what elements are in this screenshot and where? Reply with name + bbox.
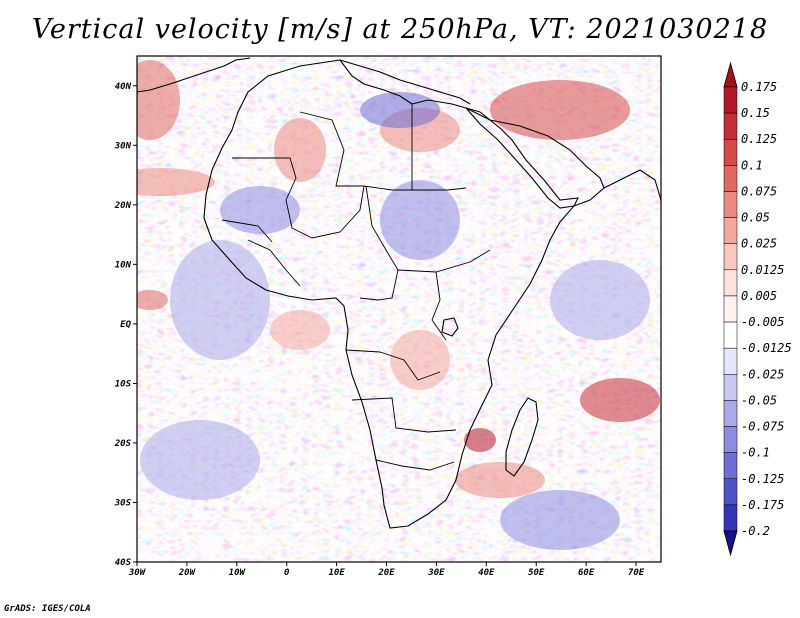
colorbar-swatch [723,86,738,114]
plot-frame [136,55,662,563]
colorbar-swatch [723,504,738,532]
colorbar-swatch [723,112,738,140]
velocity-patch [380,180,460,260]
lon-tick-label: 10E [328,568,345,578]
colorbar-swatch [723,347,738,375]
colorbar-level-label: 0.025 [741,237,777,251]
colorbar-level-label: 0.125 [741,132,777,146]
velocity-patch [274,118,326,182]
lon-tick-label: 40E [478,568,495,578]
colorbar-swatch [723,191,738,218]
velocity-patch [500,490,620,550]
colorbar-level-label: 0.05 [741,211,770,225]
lake-victoria [441,317,459,337]
colorbar-swatch [723,321,738,349]
lon-tick-label: 30W [128,568,147,578]
colorbar: 0.175 0.15 0.125 0.1 0.075 0.05 0.025 0.0125 0.0… [723,61,792,557]
velocity-patch [140,420,260,500]
lon-tick-label: 50E [528,568,545,578]
colorbar-level-label: 0.1 [741,158,763,172]
velocity-patch [360,92,440,128]
colorbar-level-label: -0.0125 [741,341,792,355]
colorbar-swatch [723,165,738,192]
lat-tick-label: 20S [114,439,132,449]
velocity-patch [137,168,215,196]
velocity-patch [220,186,300,234]
africa-coastline [203,59,579,529]
lat-tick-label: 30S [114,498,132,508]
lon-tick-label: 20W [178,568,197,578]
lon-tick-label: 30E [427,568,445,578]
lat-tick-label: EQ [120,320,131,330]
grads-credit: GrADS: IGES/COLA [4,604,91,614]
arabian-peninsula-coastline [465,107,605,209]
colorbar-swatch [723,400,738,427]
colorbar-swatch [723,478,738,506]
chart-title: Vertical velocity [m/s] at 250hPa, VT: 2… [31,14,769,45]
colorbar-level-label: -0.175 [741,498,784,512]
colorbar-swatch [723,138,738,166]
lon-tick-label: 60E [578,568,595,578]
mediterranean-north-coast [339,59,471,105]
velocity-patch [270,310,330,350]
lat-tick-label: 40N [115,82,132,92]
madagascar-coastline [505,397,539,477]
colorbar-level-label: -0.2 [741,524,770,538]
colorbar-over-triangle [723,61,738,88]
lat-tick-label: 20N [114,201,132,211]
country-borders [221,104,491,471]
asia-coastline [603,169,661,201]
lon-tick-label: 10W [229,568,247,578]
lat-tick-label: 10N [115,260,132,270]
lon-tick-label: 20E [377,568,395,578]
colorbar-swatch [723,374,738,401]
velocity-patch [455,462,545,498]
colorbar-level-label: -0.075 [741,420,784,434]
colorbar-level-label: -0.125 [741,472,784,486]
colorbar-level-label: 0.075 [741,184,777,198]
colorbar-level-label: -0.025 [741,367,784,381]
plot-area [137,56,661,562]
colorbar-level-label: -0.1 [741,446,770,460]
europe-coastline [137,57,251,93]
lon-tick-label: 0 [284,568,290,578]
lat-tick-label: 30N [114,141,132,151]
lon-tick-label: 70E [628,568,645,578]
colorbar-swatch [723,452,738,480]
colorbar-swatch [723,217,738,244]
colorbar-level-label: -0.05 [741,393,777,407]
colorbar-level-label: 0.15 [741,106,770,120]
lon-axis: 30W 20W 10W 0 10E 20E 30E 40E 50E 60E 70E [128,562,645,578]
colorbar-level-label: 0.0125 [741,263,784,277]
colorbar-level-label: -0.005 [741,315,784,329]
velocity-patch [550,260,650,340]
velocity-patch [490,80,630,140]
colorbar-under-triangle [723,530,738,557]
lat-tick-label: 40S [115,558,132,568]
colorbar-swatch [723,426,738,453]
velocity-patch [390,330,450,390]
colorbar-swatch [723,243,738,271]
velocity-patch [137,290,168,310]
velocity-patch [170,240,270,360]
colorbar-swatch [723,295,738,323]
colorbar-level-label: 0.005 [741,289,777,303]
colorbar-level-label: 0.175 [741,80,777,94]
lat-axis: 40N 30N 20N 10N EQ 10S 20S 30S 40S [114,82,137,568]
velocity-patch [580,378,660,422]
velocity-patch [464,428,496,452]
velocity-patch [137,60,180,140]
lat-tick-label: 10S [115,379,132,389]
colorbar-swatch [723,269,738,297]
